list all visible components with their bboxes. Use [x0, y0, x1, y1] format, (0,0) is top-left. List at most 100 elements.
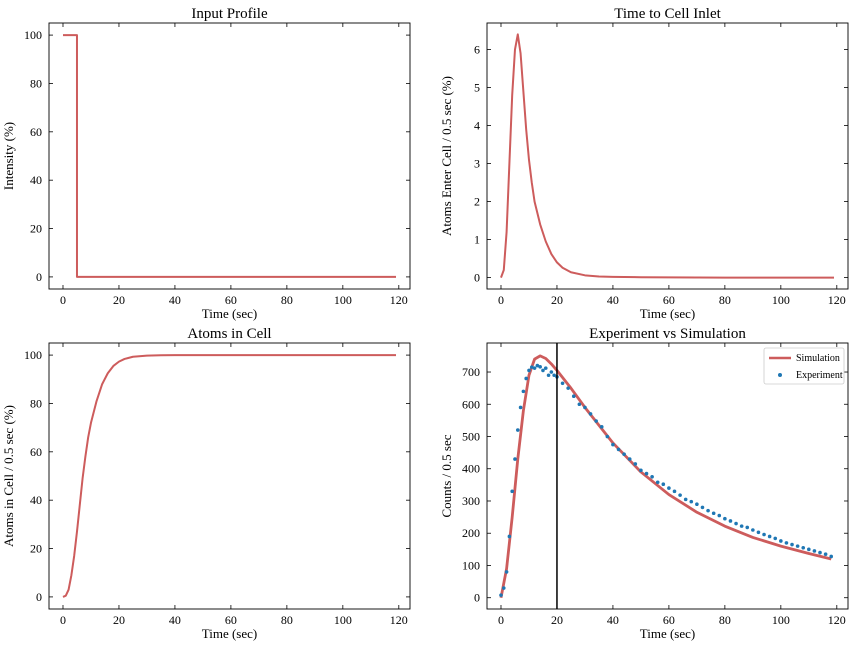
y-tick-label: 500	[462, 430, 480, 444]
x-tick-label: 80	[281, 613, 293, 627]
y-tick-label: 100	[462, 558, 480, 572]
experiment-point	[667, 486, 671, 490]
y-tick-label: 0	[474, 591, 480, 605]
experiment-point	[672, 489, 677, 494]
experiment-point	[501, 586, 506, 590]
experiment-point	[560, 381, 565, 386]
y-tick-label: 0	[474, 271, 480, 285]
experiment-point	[700, 505, 705, 510]
x-tick-label: 120	[828, 613, 846, 627]
x-tick-label: 80	[719, 613, 731, 627]
y-tick-label: 400	[462, 462, 480, 476]
x-tick-label: 20	[113, 293, 125, 307]
y-tick-label: 600	[462, 397, 480, 411]
experiment-point	[599, 425, 604, 429]
experiment-point	[801, 545, 806, 550]
chart-title: Input Profile	[191, 6, 268, 22]
y-tick-label: 20	[30, 222, 42, 236]
experiment-point	[695, 502, 699, 507]
experiment-point	[541, 368, 545, 373]
experiment-point	[717, 513, 722, 518]
experiment-point	[829, 554, 834, 559]
y-tick-label: 60	[30, 445, 42, 459]
experiment-point	[807, 547, 811, 552]
x-tick-label: 60	[225, 613, 237, 627]
experiment-point	[571, 394, 576, 399]
experiment-point	[762, 532, 766, 537]
experiment-point	[616, 447, 621, 452]
series-line-inlet	[500, 33, 835, 279]
y-tick-label: 60	[30, 125, 42, 139]
y-tick-label: 0	[36, 590, 42, 604]
experiment-point	[655, 480, 660, 485]
x-tick-label: 60	[663, 613, 675, 627]
experiment-point	[790, 542, 794, 547]
experiment-point	[513, 457, 517, 461]
experiment-point	[532, 366, 537, 370]
series-line-simulation	[499, 354, 832, 598]
y-tick-label: 40	[30, 493, 42, 507]
chart-time-to-cell-inlet: Time to Cell Inlet 0 20 40 60 80 100 120 0 1 2 3 4 5 6…	[439, 6, 849, 321]
x-tick-label: 80	[719, 293, 731, 307]
experiment-point	[552, 373, 556, 378]
experiment-point	[529, 365, 534, 369]
x-tick-label: 100	[334, 613, 352, 627]
experiment-point	[535, 363, 540, 368]
experiment-point	[588, 412, 593, 416]
y-tick-label: 100	[24, 348, 42, 362]
experiment-point	[566, 386, 570, 390]
experiment-point	[823, 552, 828, 556]
axes-frame	[486, 22, 849, 290]
axes-frame	[48, 22, 411, 290]
experiment-point	[524, 376, 528, 381]
y-axis-label: Counts / 0.5 sec	[439, 434, 454, 517]
x-axis-label: Time (sec)	[640, 306, 696, 321]
chart-title: Time to Cell Inlet	[614, 6, 721, 22]
y-axis-label: Atoms Enter Cell / 0.5 sec (%)	[439, 76, 454, 236]
x-tick-label: 120	[390, 293, 408, 307]
experiment-point	[515, 428, 520, 432]
experiment-point	[745, 525, 750, 530]
experiment-point	[739, 524, 744, 528]
legend-experiment-swatch	[778, 373, 782, 377]
x-tick-label: 120	[390, 613, 408, 627]
experiment-point	[661, 482, 666, 487]
chart-input-profile: Input Profile 0 20 40 60 80 100 120 0 20 40 60 80 100…	[1, 6, 411, 321]
experiment-point	[518, 405, 523, 410]
experiment-point	[644, 471, 649, 476]
x-tick-label: 20	[113, 613, 125, 627]
chart-title: Atoms in Cell	[187, 326, 271, 342]
x-axis-label: Time (sec)	[202, 626, 258, 641]
legend-experiment-label: Experiment	[796, 370, 843, 381]
experiment-point	[605, 434, 610, 439]
y-tick-label: 2	[474, 195, 480, 209]
experiment-point	[538, 365, 542, 369]
experiment-point	[773, 536, 778, 541]
experiment-point	[627, 457, 632, 461]
experiment-point	[723, 516, 727, 521]
series-line-input	[62, 34, 397, 278]
y-tick-label: 700	[462, 365, 480, 379]
y-tick-label: 80	[30, 76, 42, 90]
experiment-point	[543, 366, 548, 370]
experiment-point	[583, 405, 587, 410]
y-tick-label: 6	[474, 43, 480, 57]
experiment-point	[633, 462, 638, 466]
experiment-point	[767, 534, 772, 539]
x-tick-label: 100	[772, 613, 790, 627]
experiment-point	[521, 389, 526, 394]
axes-frame	[48, 342, 411, 610]
x-tick-label: 0	[498, 293, 504, 307]
experiment-point	[706, 508, 710, 513]
experiment-point	[622, 452, 626, 457]
x-tick-label: 20	[551, 293, 563, 307]
experiment-point	[711, 511, 716, 516]
experiment-point	[650, 475, 654, 479]
experiment-point	[527, 368, 531, 373]
experiment-point	[546, 373, 551, 378]
x-axis-label: Time (sec)	[202, 306, 258, 321]
x-tick-label: 100	[772, 293, 790, 307]
series-line-atoms	[62, 354, 397, 598]
experiment-point	[611, 442, 615, 447]
